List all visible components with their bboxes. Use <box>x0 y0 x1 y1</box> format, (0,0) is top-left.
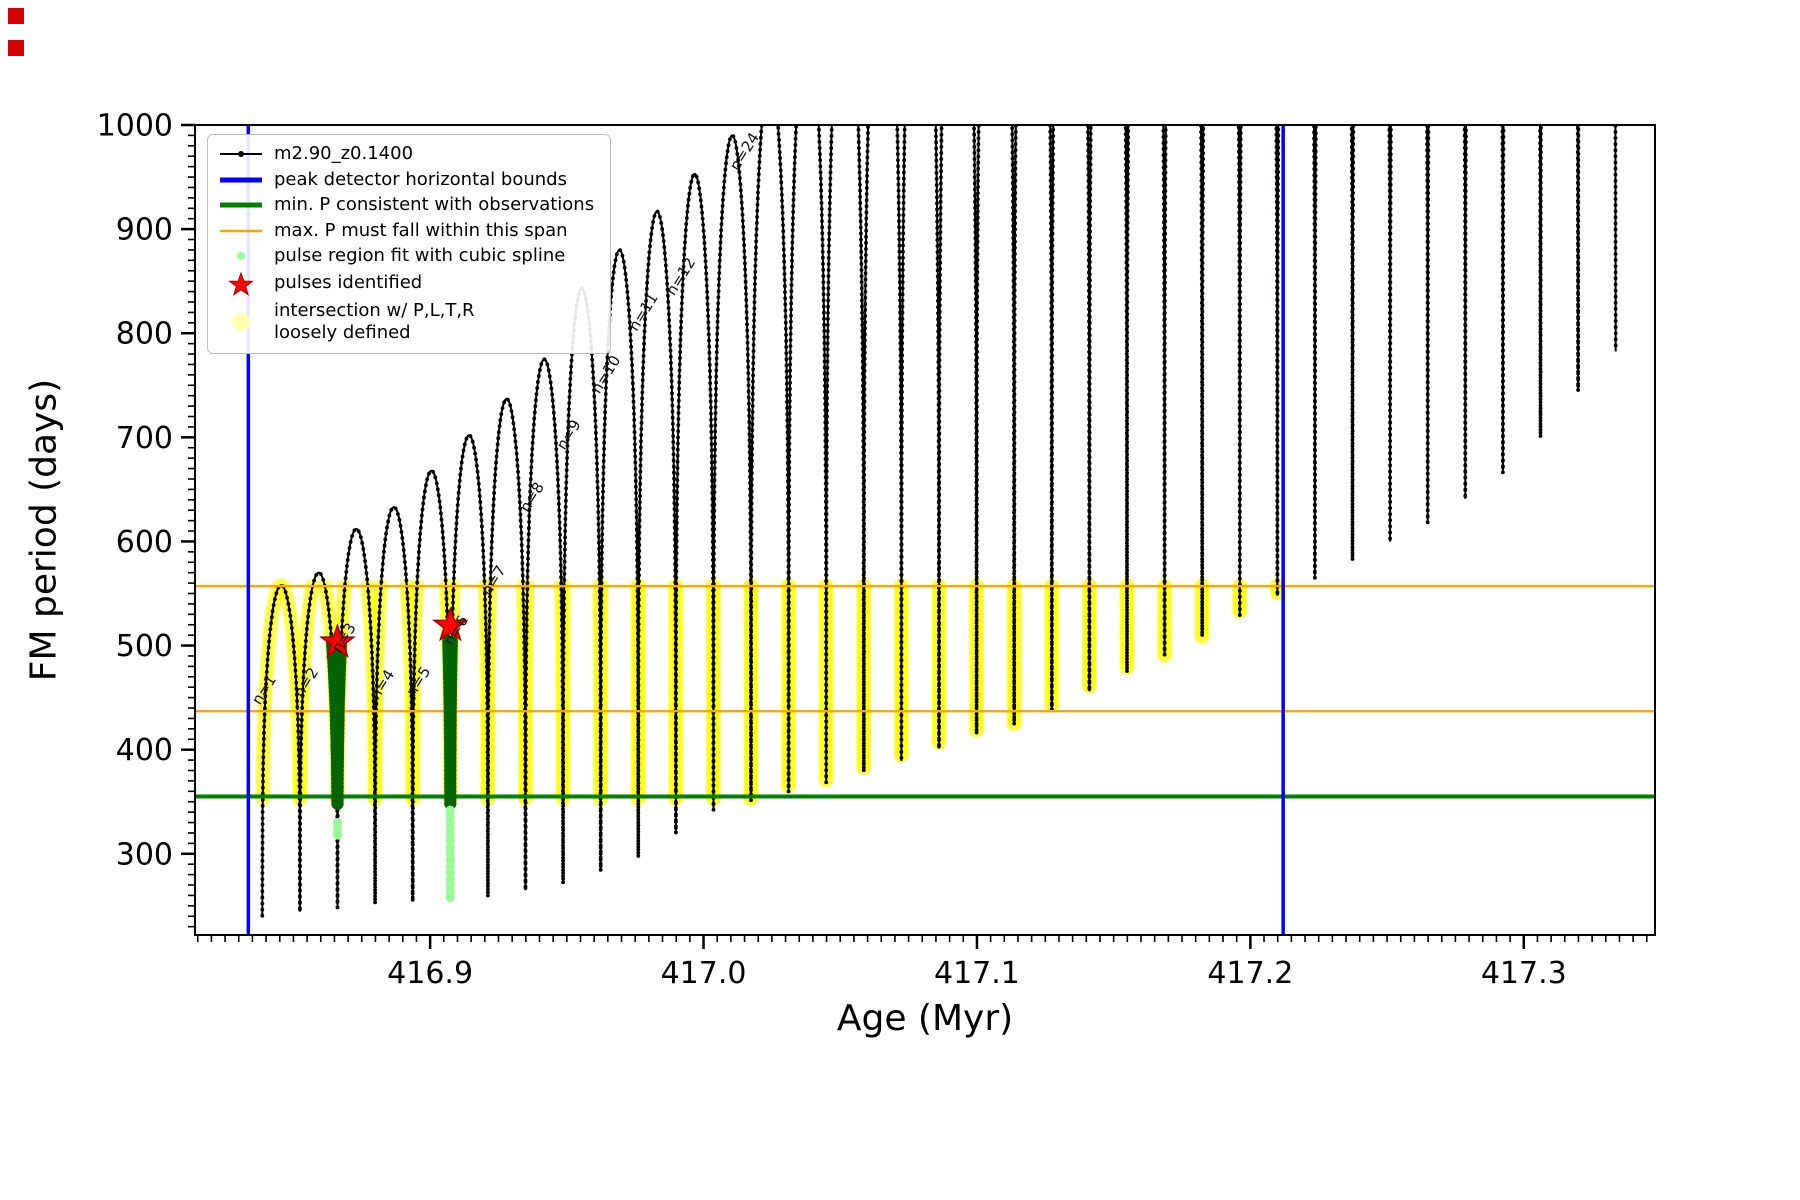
legend-label-line2: loosely defined <box>274 322 411 343</box>
x-tick-label: 417.2 <box>1207 956 1293 991</box>
legend-label: pulse region fit with cubic spline <box>274 245 566 266</box>
y-tick-label: 400 <box>116 733 173 768</box>
x-axis-label: Age (Myr) <box>836 998 1014 1039</box>
y-tick-label: 900 <box>116 213 173 248</box>
plot-area: n=1 n=2n=3n=4 n=5n=6n=7n=8n=9n=10n=11n=12n… <box>195 125 1655 935</box>
screenshot-artifact-icon <box>8 40 24 56</box>
legend-item-intersection: intersection w/ P,L,T,R loosely defined <box>218 300 594 345</box>
x-tick-label: 417.3 <box>1481 956 1567 991</box>
legend-label: max. P must fall within this span <box>274 219 568 241</box>
blue-line-swatch <box>218 169 264 191</box>
y-tick-label: 1000 <box>97 109 173 144</box>
y-tick-label: 500 <box>116 629 173 664</box>
red-star-swatch <box>218 270 264 297</box>
spline-region-dot <box>333 818 343 828</box>
legend-label: pulses identified <box>274 272 423 294</box>
legend-label: min. P consistent with observations <box>274 194 595 215</box>
green-line-swatch <box>218 194 264 216</box>
x-tick-label: 416.9 <box>387 956 473 991</box>
legend-label: intersection w/ P,L,T,R loosely defined <box>274 300 475 345</box>
y-axis-label: FM period (days) <box>23 378 65 682</box>
y-tick-label: 300 <box>116 837 173 872</box>
x-tick-label: 417.1 <box>934 956 1020 991</box>
pulse-number-label: n=8 <box>516 479 548 515</box>
y-tick-label: 600 <box>116 525 173 560</box>
y-tick-label: 700 <box>116 421 173 456</box>
legend: m2.90_z0.1400 peak detector horizontal b… <box>207 134 612 354</box>
spline-region-dot <box>445 805 455 815</box>
x-tick-label: 417.0 <box>661 956 747 991</box>
pulse-number-label: n=7 <box>478 562 510 598</box>
orange-line-swatch <box>218 220 264 242</box>
screenshot-artifact-icon <box>8 8 24 24</box>
legend-item-max-p: max. P must fall within this span <box>218 220 594 243</box>
mint-dot-swatch <box>218 245 264 267</box>
legend-item-peak-detector-bounds: peak detector horizontal bounds <box>218 169 594 192</box>
line-with-dot-swatch <box>218 143 264 165</box>
legend-item-model-track: m2.90_z0.1400 <box>218 143 594 166</box>
legend-item-min-p: min. P consistent with observations <box>218 194 594 217</box>
pale-yellow-dot-swatch <box>218 309 264 335</box>
legend-item-spline-region: pulse region fit with cubic spline <box>218 245 594 268</box>
legend-label-line1: intersection w/ P,L,T,R <box>274 299 475 321</box>
legend-label: m2.90_z0.1400 <box>274 143 414 164</box>
pulse-number-label: n=9 <box>553 416 585 452</box>
pulse-number-label: n=1 <box>248 672 280 708</box>
pulse-number-label: n=11 <box>625 290 662 334</box>
y-tick-label: 800 <box>116 317 173 352</box>
legend-item-pulses: pulses identified <box>218 270 594 297</box>
legend-label: peak detector horizontal bounds <box>274 168 567 190</box>
